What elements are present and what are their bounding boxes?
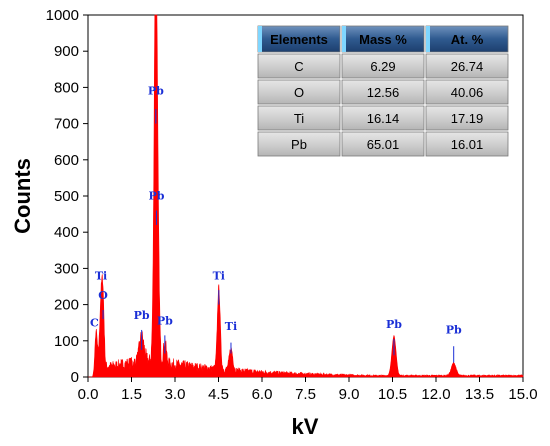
peak-label: O bbox=[98, 289, 108, 302]
x-tick-label: 9.0 bbox=[339, 386, 360, 403]
table-cell-text: 16.14 bbox=[367, 111, 400, 126]
table-cell-text: Elements bbox=[270, 32, 328, 47]
table-cell bbox=[257, 105, 341, 131]
y-tick-label: 800 bbox=[54, 79, 79, 96]
table-cell-text: Ti bbox=[294, 111, 304, 126]
peak-label: Ti bbox=[225, 320, 237, 333]
y-tick-label: 1000 bbox=[46, 7, 79, 24]
x-axis-title: kV bbox=[292, 414, 319, 439]
table-cell-text: 12.56 bbox=[367, 85, 400, 100]
y-tick-label: 300 bbox=[54, 260, 79, 277]
y-tick-label: 100 bbox=[54, 333, 79, 350]
peak-label: C bbox=[90, 316, 99, 329]
table-cell bbox=[257, 131, 341, 157]
peak-label: Pb bbox=[134, 309, 150, 322]
y-axis-title: Counts bbox=[10, 158, 35, 234]
x-tick-label: 13.5 bbox=[465, 386, 494, 403]
x-tick-label: 12.0 bbox=[421, 386, 450, 403]
y-tick-label: 200 bbox=[54, 297, 79, 314]
x-tick-label: 3.0 bbox=[165, 386, 186, 403]
table-cell bbox=[341, 25, 425, 53]
table-cell bbox=[257, 53, 341, 79]
table-cell bbox=[341, 131, 425, 157]
header-accent bbox=[258, 26, 262, 52]
y-axis-ticks: 0 100 200 300 400 500 600 700 800 900 1000 bbox=[46, 7, 88, 386]
table-cell-text: Mass % bbox=[359, 32, 407, 47]
y-tick-label: 900 bbox=[54, 43, 79, 60]
peak-label: Pb bbox=[148, 85, 164, 98]
x-tick-label: 1.5 bbox=[121, 386, 142, 403]
table-cell-text: 65.01 bbox=[367, 137, 400, 152]
table-cell bbox=[425, 105, 509, 131]
table-cell-text: At. % bbox=[451, 32, 484, 47]
peak-label: Ti bbox=[95, 269, 107, 282]
peak-label: Pb bbox=[446, 324, 462, 337]
table-cell bbox=[257, 25, 341, 53]
table-cell-text: 17.19 bbox=[451, 111, 484, 126]
x-tick-label: 0.0 bbox=[78, 386, 99, 403]
x-tick-label: 7.5 bbox=[295, 386, 316, 403]
table-cell bbox=[425, 131, 509, 157]
peak-label: Pb bbox=[157, 315, 173, 328]
table-cell-text: O bbox=[294, 85, 304, 100]
table-cell bbox=[257, 79, 341, 105]
y-tick-label: 0 bbox=[71, 369, 79, 386]
table-cell bbox=[341, 53, 425, 79]
header-accent bbox=[342, 26, 346, 52]
table-cell bbox=[341, 79, 425, 105]
x-tick-label: 15.0 bbox=[508, 386, 537, 403]
table-cell-text: 16.01 bbox=[451, 137, 484, 152]
table-cell-text: Pb bbox=[291, 137, 307, 152]
table-cell bbox=[425, 25, 509, 53]
table-cell bbox=[341, 105, 425, 131]
table-cell-text: C bbox=[294, 59, 303, 74]
table-cell-text: 40.06 bbox=[451, 85, 484, 100]
x-tick-label: 10.5 bbox=[378, 386, 407, 403]
table-cell bbox=[425, 79, 509, 105]
y-tick-label: 700 bbox=[54, 116, 79, 133]
header-accent bbox=[426, 26, 430, 52]
x-tick-label: 6.0 bbox=[252, 386, 273, 403]
peak-label: Ti bbox=[213, 269, 225, 282]
peak-label: Pb bbox=[386, 318, 402, 331]
table-cell-text: 26.74 bbox=[451, 59, 484, 74]
y-tick-label: 600 bbox=[54, 152, 79, 169]
peak-label: Pb bbox=[148, 190, 164, 203]
composition-table: Elements Mass % At. % C 6.29 26.74 O 12.56 40.06… bbox=[257, 25, 509, 157]
spectrum-series bbox=[88, 14, 524, 378]
spectrum-line bbox=[88, 14, 524, 378]
x-axis-ticks: 0.0 1.5 3.0 4.5 6.0 7.5 9.0 10.5 12.0 13.5 15.0 bbox=[78, 377, 538, 403]
peak-annotations: Pb Pb Ti Ti O C Pb Pb Ti Pb Pb bbox=[90, 85, 462, 363]
y-tick-label: 400 bbox=[54, 224, 79, 241]
x-tick-label: 4.5 bbox=[208, 386, 229, 403]
y-tick-label: 500 bbox=[54, 188, 79, 205]
table-cell bbox=[425, 53, 509, 79]
table-cell-text: 6.29 bbox=[370, 59, 395, 74]
